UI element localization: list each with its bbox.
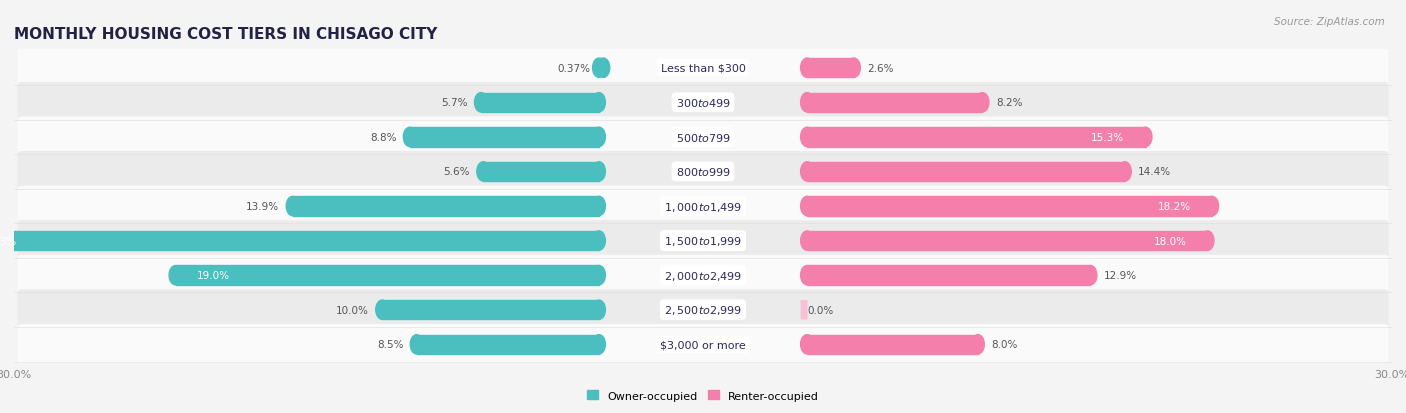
FancyBboxPatch shape bbox=[800, 300, 807, 320]
Text: 5.6%: 5.6% bbox=[443, 167, 470, 177]
Ellipse shape bbox=[800, 197, 814, 216]
Ellipse shape bbox=[592, 93, 606, 113]
Ellipse shape bbox=[800, 93, 814, 113]
Ellipse shape bbox=[592, 231, 606, 251]
Legend: Owner-occupied, Renter-occupied: Owner-occupied, Renter-occupied bbox=[582, 386, 824, 405]
Bar bbox=[382, 300, 599, 320]
Text: 8.0%: 8.0% bbox=[991, 339, 1018, 349]
Bar bbox=[292, 197, 599, 216]
FancyBboxPatch shape bbox=[17, 186, 1389, 227]
Ellipse shape bbox=[592, 300, 606, 320]
Text: $500 to $799: $500 to $799 bbox=[675, 131, 731, 143]
Text: $1,000 to $1,499: $1,000 to $1,499 bbox=[664, 200, 742, 213]
Text: 2.6%: 2.6% bbox=[868, 64, 894, 74]
Bar bbox=[409, 128, 599, 147]
Text: 14.4%: 14.4% bbox=[1139, 167, 1171, 177]
Text: 0.37%: 0.37% bbox=[557, 64, 591, 74]
Ellipse shape bbox=[592, 59, 606, 78]
Ellipse shape bbox=[848, 59, 860, 78]
Text: $3,000 or more: $3,000 or more bbox=[661, 339, 745, 349]
Text: $300 to $499: $300 to $499 bbox=[675, 97, 731, 109]
Bar bbox=[807, 335, 979, 354]
Bar bbox=[416, 335, 599, 354]
Ellipse shape bbox=[375, 300, 388, 320]
Bar bbox=[807, 128, 1146, 147]
Text: 8.5%: 8.5% bbox=[377, 339, 404, 349]
Bar bbox=[807, 59, 853, 78]
Text: Source: ZipAtlas.com: Source: ZipAtlas.com bbox=[1274, 17, 1385, 26]
Text: Less than $300: Less than $300 bbox=[661, 64, 745, 74]
Ellipse shape bbox=[1118, 162, 1132, 182]
Text: 15.3%: 15.3% bbox=[1091, 133, 1125, 142]
Ellipse shape bbox=[800, 162, 814, 182]
Bar bbox=[481, 93, 599, 113]
FancyBboxPatch shape bbox=[17, 255, 1389, 296]
Ellipse shape bbox=[169, 266, 181, 285]
Ellipse shape bbox=[598, 59, 610, 78]
Ellipse shape bbox=[592, 128, 606, 147]
Text: MONTHLY HOUSING COST TIERS IN CHISAGO CITY: MONTHLY HOUSING COST TIERS IN CHISAGO CI… bbox=[14, 26, 437, 41]
Text: 19.0%: 19.0% bbox=[197, 271, 229, 280]
Ellipse shape bbox=[800, 59, 814, 78]
Text: 13.9%: 13.9% bbox=[246, 202, 280, 211]
Ellipse shape bbox=[477, 162, 489, 182]
Bar bbox=[807, 197, 1212, 216]
FancyBboxPatch shape bbox=[17, 117, 1389, 158]
Ellipse shape bbox=[800, 128, 814, 147]
FancyBboxPatch shape bbox=[17, 152, 1389, 192]
FancyBboxPatch shape bbox=[17, 290, 1389, 330]
Ellipse shape bbox=[404, 128, 416, 147]
Text: 18.2%: 18.2% bbox=[1159, 202, 1191, 211]
Ellipse shape bbox=[1084, 266, 1097, 285]
Ellipse shape bbox=[1206, 197, 1219, 216]
Ellipse shape bbox=[972, 335, 984, 354]
Bar bbox=[807, 231, 1208, 251]
Ellipse shape bbox=[592, 197, 606, 216]
FancyBboxPatch shape bbox=[17, 48, 1389, 89]
Ellipse shape bbox=[474, 93, 488, 113]
Ellipse shape bbox=[800, 266, 814, 285]
Text: $2,000 to $2,499: $2,000 to $2,499 bbox=[664, 269, 742, 282]
FancyBboxPatch shape bbox=[17, 221, 1389, 261]
Ellipse shape bbox=[592, 335, 606, 354]
Text: 28.3%: 28.3% bbox=[0, 236, 17, 246]
Text: $800 to $999: $800 to $999 bbox=[675, 166, 731, 178]
Ellipse shape bbox=[1139, 128, 1152, 147]
FancyBboxPatch shape bbox=[17, 324, 1389, 365]
Ellipse shape bbox=[287, 197, 299, 216]
Ellipse shape bbox=[976, 93, 988, 113]
Bar bbox=[807, 266, 1091, 285]
Text: $2,500 to $2,999: $2,500 to $2,999 bbox=[664, 304, 742, 316]
FancyBboxPatch shape bbox=[17, 83, 1389, 123]
Ellipse shape bbox=[592, 266, 606, 285]
Ellipse shape bbox=[800, 231, 814, 251]
Text: 18.0%: 18.0% bbox=[1153, 236, 1187, 246]
Text: 5.7%: 5.7% bbox=[441, 98, 468, 108]
Text: $1,500 to $1,999: $1,500 to $1,999 bbox=[664, 235, 742, 247]
Text: 12.9%: 12.9% bbox=[1104, 271, 1137, 280]
Bar bbox=[0, 231, 599, 251]
Bar bbox=[484, 162, 599, 182]
Text: 0.0%: 0.0% bbox=[807, 305, 834, 315]
Text: 8.2%: 8.2% bbox=[995, 98, 1022, 108]
Ellipse shape bbox=[411, 335, 423, 354]
Text: 10.0%: 10.0% bbox=[336, 305, 368, 315]
Ellipse shape bbox=[800, 335, 814, 354]
Ellipse shape bbox=[1201, 231, 1213, 251]
Bar bbox=[176, 266, 599, 285]
Bar bbox=[807, 162, 1125, 182]
Text: 8.8%: 8.8% bbox=[370, 133, 396, 142]
Ellipse shape bbox=[592, 162, 606, 182]
Bar bbox=[807, 93, 983, 113]
